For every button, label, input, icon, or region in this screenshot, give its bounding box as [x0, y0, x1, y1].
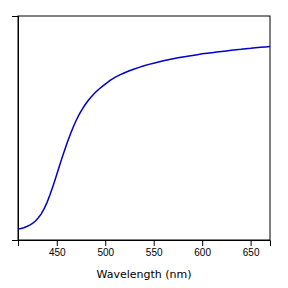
data-line — [18, 47, 270, 230]
x-tick: 450 — [49, 240, 66, 258]
x-tick-mark — [202, 240, 203, 246]
plot-area: 450 500 550 600 650 — [12, 16, 271, 258]
plot-frame — [18, 16, 270, 240]
marks — [18, 47, 270, 230]
x-tick-label: 600 — [194, 247, 211, 258]
chart-svg: 450 500 550 600 650 Wavelength (nm) — [0, 0, 288, 288]
y-axis-line — [12, 17, 19, 241]
chart-container: 450 500 550 600 650 Wavelength (nm) — [0, 0, 288, 288]
x-tick-label: 500 — [97, 247, 114, 258]
x-tick-label: 550 — [146, 247, 163, 258]
x-tick: 600 — [194, 240, 211, 258]
x-tick: 500 — [97, 240, 114, 258]
y-axis — [12, 17, 19, 241]
x-axis-title: Wavelength (nm) — [96, 268, 191, 281]
x-tick: 650 — [243, 240, 260, 258]
x-tick-mark — [251, 240, 252, 246]
x-axis-line — [19, 241, 271, 247]
x-tick-mark — [105, 240, 106, 246]
x-tick: 550 — [146, 240, 163, 258]
x-tick-label: 450 — [49, 247, 66, 258]
x-tick-mark — [154, 240, 155, 246]
x-tick-mark — [57, 240, 58, 246]
x-axis: 450 500 550 600 650 — [19, 240, 271, 258]
x-tick-label: 650 — [243, 247, 260, 258]
